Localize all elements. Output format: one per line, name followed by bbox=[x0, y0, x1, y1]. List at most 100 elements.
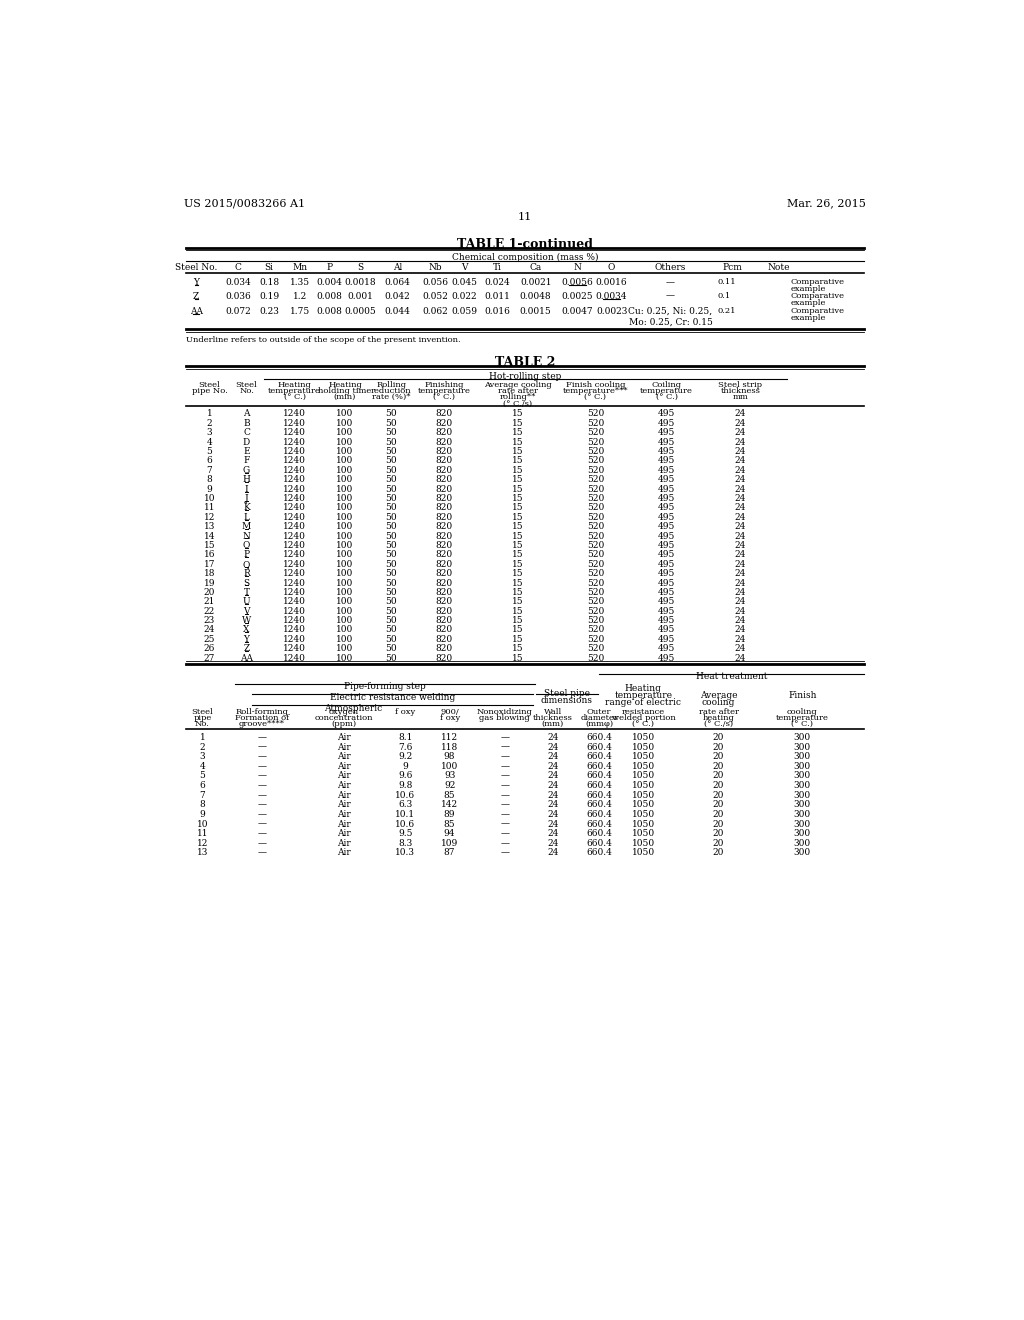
Text: 1240: 1240 bbox=[284, 457, 306, 466]
Text: Comparative: Comparative bbox=[791, 292, 845, 300]
Text: 50: 50 bbox=[386, 560, 397, 569]
Text: 495: 495 bbox=[658, 644, 675, 653]
Text: 660.4: 660.4 bbox=[587, 838, 612, 847]
Text: (° C.): (° C.) bbox=[585, 393, 606, 401]
Text: 520: 520 bbox=[587, 484, 604, 494]
Text: 0.064: 0.064 bbox=[385, 277, 411, 286]
Text: 15: 15 bbox=[512, 653, 523, 663]
Text: 15: 15 bbox=[512, 457, 523, 466]
Text: 520: 520 bbox=[587, 560, 604, 569]
Text: 820: 820 bbox=[435, 484, 453, 494]
Text: 520: 520 bbox=[587, 438, 604, 446]
Text: 24: 24 bbox=[734, 598, 745, 606]
Text: 24: 24 bbox=[204, 626, 215, 635]
Text: 0.0034: 0.0034 bbox=[596, 292, 628, 301]
Text: 50: 50 bbox=[386, 447, 397, 455]
Text: rate after: rate after bbox=[498, 387, 538, 395]
Text: holding time: holding time bbox=[318, 387, 372, 395]
Text: 0.011: 0.011 bbox=[484, 292, 510, 301]
Text: 15: 15 bbox=[512, 616, 523, 626]
Text: 24: 24 bbox=[734, 550, 745, 560]
Text: 25: 25 bbox=[204, 635, 215, 644]
Text: 495: 495 bbox=[658, 532, 675, 541]
Text: cooling: cooling bbox=[701, 697, 735, 706]
Text: 520: 520 bbox=[587, 418, 604, 428]
Text: 1240: 1240 bbox=[284, 512, 306, 521]
Text: 6.3: 6.3 bbox=[398, 800, 413, 809]
Text: 100: 100 bbox=[336, 607, 353, 615]
Text: Nonoxidizing: Nonoxidizing bbox=[477, 708, 532, 715]
Text: 820: 820 bbox=[435, 635, 453, 644]
Text: 300: 300 bbox=[794, 791, 811, 800]
Text: rate (%)*: rate (%)* bbox=[373, 393, 411, 401]
Text: 0.0025: 0.0025 bbox=[562, 292, 593, 301]
Text: 1240: 1240 bbox=[284, 523, 306, 531]
Text: Ca: Ca bbox=[529, 263, 542, 272]
Text: 4: 4 bbox=[200, 762, 205, 771]
Text: Y: Y bbox=[244, 635, 250, 644]
Text: Y: Y bbox=[194, 277, 200, 286]
Text: 5: 5 bbox=[200, 771, 206, 780]
Text: Air: Air bbox=[337, 849, 350, 858]
Text: N: N bbox=[573, 263, 582, 272]
Text: 495: 495 bbox=[658, 560, 675, 569]
Text: rate after: rate after bbox=[698, 708, 738, 715]
Text: 15: 15 bbox=[512, 569, 523, 578]
Text: 1.35: 1.35 bbox=[290, 277, 310, 286]
Text: 1240: 1240 bbox=[284, 607, 306, 615]
Text: 0.21: 0.21 bbox=[717, 308, 735, 315]
Text: 0.024: 0.024 bbox=[484, 277, 510, 286]
Text: 300: 300 bbox=[794, 838, 811, 847]
Text: 50: 50 bbox=[386, 503, 397, 512]
Text: 24: 24 bbox=[547, 771, 558, 780]
Text: 1240: 1240 bbox=[284, 484, 306, 494]
Text: temperature: temperature bbox=[268, 387, 322, 395]
Text: resistance: resistance bbox=[622, 708, 665, 715]
Text: 9: 9 bbox=[207, 484, 212, 494]
Text: 0.001: 0.001 bbox=[347, 292, 374, 301]
Text: 24: 24 bbox=[547, 733, 558, 742]
Text: 520: 520 bbox=[587, 466, 604, 475]
Text: 820: 820 bbox=[435, 418, 453, 428]
Text: 100: 100 bbox=[336, 598, 353, 606]
Text: —: — bbox=[258, 771, 266, 780]
Text: 24: 24 bbox=[734, 635, 745, 644]
Text: 15: 15 bbox=[512, 607, 523, 615]
Text: 24: 24 bbox=[547, 752, 558, 762]
Text: 1240: 1240 bbox=[284, 635, 306, 644]
Text: 820: 820 bbox=[435, 503, 453, 512]
Text: 0.052: 0.052 bbox=[422, 292, 447, 301]
Text: 495: 495 bbox=[658, 494, 675, 503]
Text: —: — bbox=[500, 791, 509, 800]
Text: 24: 24 bbox=[734, 541, 745, 550]
Text: 50: 50 bbox=[386, 569, 397, 578]
Text: —: — bbox=[500, 800, 509, 809]
Text: W: W bbox=[242, 616, 251, 626]
Text: 660.4: 660.4 bbox=[587, 752, 612, 762]
Text: 495: 495 bbox=[658, 578, 675, 587]
Text: 520: 520 bbox=[587, 409, 604, 418]
Text: Mn: Mn bbox=[293, 263, 307, 272]
Text: 0.008: 0.008 bbox=[316, 292, 342, 301]
Text: 9.2: 9.2 bbox=[398, 752, 413, 762]
Text: 820: 820 bbox=[435, 626, 453, 635]
Text: 820: 820 bbox=[435, 532, 453, 541]
Text: 820: 820 bbox=[435, 512, 453, 521]
Text: 495: 495 bbox=[658, 587, 675, 597]
Text: 820: 820 bbox=[435, 560, 453, 569]
Text: 24: 24 bbox=[734, 428, 745, 437]
Text: —: — bbox=[258, 838, 266, 847]
Text: —: — bbox=[500, 838, 509, 847]
Text: 98: 98 bbox=[443, 752, 456, 762]
Text: 12: 12 bbox=[197, 838, 208, 847]
Text: 15: 15 bbox=[512, 541, 523, 550]
Text: US 2015/0083266 A1: US 2015/0083266 A1 bbox=[183, 198, 305, 209]
Text: Air: Air bbox=[337, 781, 350, 791]
Text: 0.072: 0.072 bbox=[225, 308, 251, 315]
Text: 495: 495 bbox=[658, 409, 675, 418]
Text: (min): (min) bbox=[334, 393, 356, 401]
Text: 50: 50 bbox=[386, 532, 397, 541]
Text: 820: 820 bbox=[435, 541, 453, 550]
Text: 15: 15 bbox=[512, 598, 523, 606]
Text: 495: 495 bbox=[658, 635, 675, 644]
